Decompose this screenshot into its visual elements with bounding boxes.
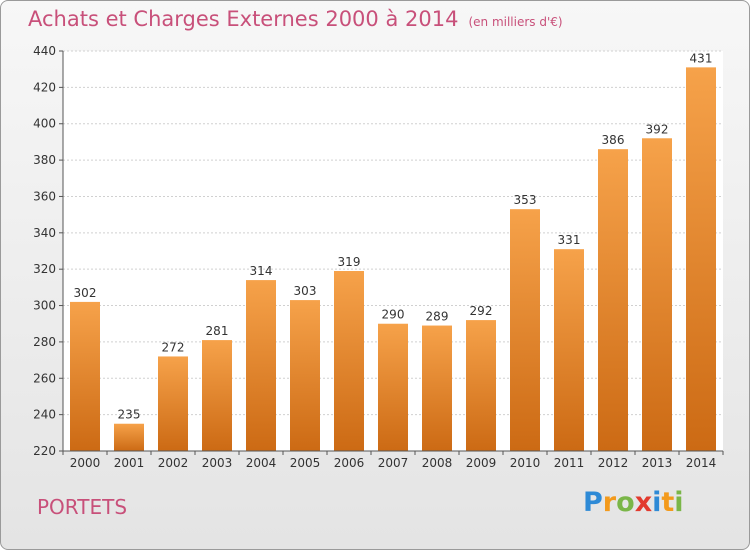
bar-2001 [114,423,144,451]
logo-letter: i [652,487,662,518]
bar-2013 [642,138,672,452]
y-tick-label: 280 [33,335,56,349]
value-label-2012: 386 [602,133,625,147]
x-tick-label-2007: 2007 [378,456,409,470]
logo-letter: P [583,487,603,518]
y-tick-labels: 220 240 260 280 300 320 340 360 380 400 420 440 [33,44,63,458]
x-tick-label-2004: 2004 [246,456,277,470]
logo-letter: t [661,487,675,518]
y-tick-label: 400 [33,117,56,131]
x-tick-label-2000: 2000 [70,456,101,470]
bar-2006 [334,271,364,451]
x-tick-label-2006: 2006 [334,456,365,470]
y-tick-label: 240 [33,408,56,422]
value-label-2003: 281 [206,324,229,338]
value-label-2010: 353 [514,193,537,207]
x-tick-label-2008: 2008 [422,456,453,470]
x-tick-label-2014: 2014 [686,456,717,470]
y-tick-label: 320 [33,262,56,276]
value-label-2005: 303 [294,284,317,298]
logo-letter: o [616,487,635,518]
value-labels: 302 235 272 281 314 303 319 290 289 292 353 331 386 3… [74,51,713,421]
bars [70,67,716,452]
y-tick-label: 260 [33,371,56,385]
bar-2000 [70,301,100,451]
logo-letter: i [674,487,684,518]
y-tick-label: 340 [33,226,56,240]
y-tick-label: 220 [33,444,56,458]
title-block: Achats et Charges Externes 2000 à 2014 (e… [28,7,563,31]
x-tick-label-2013: 2013 [642,456,673,470]
value-label-2013: 392 [646,122,669,136]
bar-2012 [598,149,628,451]
y-tick-label: 300 [33,299,56,313]
bar-2002 [158,356,188,451]
x-tick-label-2010: 2010 [510,456,541,470]
bar-2007 [378,323,408,451]
x-tick-label-2005: 2005 [290,456,321,470]
value-label-2007: 290 [382,308,405,322]
bar-2008 [422,325,452,451]
value-label-2008: 289 [426,310,449,324]
proxiti-logo: Proxiti [583,487,684,518]
chart-subtitle: (en milliers d'€) [468,15,563,29]
y-tick-label: 440 [33,44,56,58]
x-tick-label-2009: 2009 [466,456,497,470]
value-label-2000: 302 [74,286,97,300]
value-label-2014: 431 [690,51,713,65]
axes [62,51,723,452]
logo-letter: r [602,487,617,518]
bar-2005 [290,300,320,451]
value-label-2009: 292 [470,304,493,318]
bar-2014 [686,67,716,451]
value-label-2011: 331 [558,233,581,247]
y-tick-label: 380 [33,153,56,167]
bar-2004 [246,280,276,451]
x-tick-label-2011: 2011 [554,456,585,470]
commune-name: PORTETS [37,495,128,519]
bar-2009 [466,320,496,451]
value-label-2006: 319 [338,255,361,269]
bar-2003 [202,340,232,451]
chart-title: Achats et Charges Externes 2000 à 2014 [28,7,459,31]
x-tick-labels: 2000 2001 2002 2003 2004 2005 2006 2007 2008 2009… [62,451,724,470]
x-tick-label-2002: 2002 [158,456,189,470]
logo-letter: x [634,487,653,518]
bar-2010 [510,209,540,451]
bar-2011 [554,249,584,451]
y-tick-label: 420 [33,80,56,94]
x-tick-label-2003: 2003 [202,456,233,470]
y-tick-label: 360 [33,189,56,203]
x-tick-label-2012: 2012 [598,456,629,470]
value-label-2004: 314 [250,264,273,278]
x-tick-label-2001: 2001 [114,456,145,470]
value-label-2001: 235 [118,408,141,422]
value-label-2002: 272 [162,340,185,354]
